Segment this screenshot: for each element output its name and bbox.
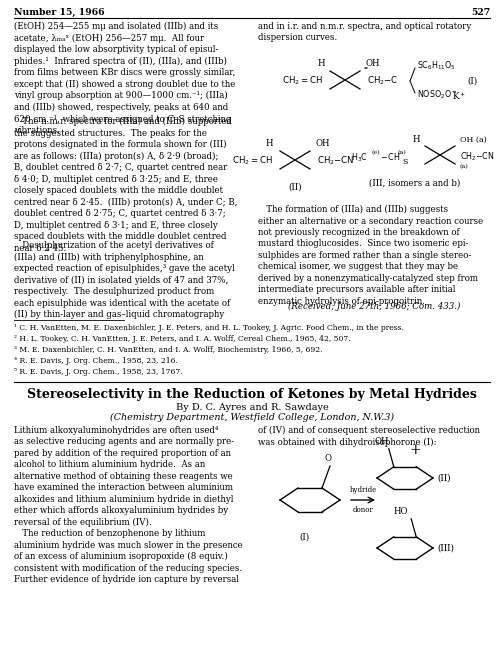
Text: $\mathrm{H_3C}$: $\mathrm{H_3C}$ <box>351 152 368 164</box>
Text: (Chemistry Department, Westfield College, London, N.W.3): (Chemistry Department, Westfield College… <box>110 413 394 422</box>
Text: $\mathrm{CH_2{=}CH}$: $\mathrm{CH_2{=}CH}$ <box>232 155 273 167</box>
Text: By D. C. Ayres and R. Sawdaye: By D. C. Ayres and R. Sawdaye <box>176 403 328 412</box>
Text: (I): (I) <box>468 77 478 86</box>
Text: Number 15, 1966: Number 15, 1966 <box>14 8 104 17</box>
Text: (III, isomers a and b): (III, isomers a and b) <box>370 179 460 187</box>
Text: H: H <box>266 140 273 149</box>
Text: (e): (e) <box>372 151 380 156</box>
Text: Stereoselectivity in the Reduction of Ketones by Metal Hydrides: Stereoselectivity in the Reduction of Ke… <box>27 388 477 401</box>
Text: of (IV) and of consequent stereoselective reduction
was obtained with dihydroiso: of (IV) and of consequent stereoselectiv… <box>258 426 480 447</box>
Text: ³ M. E. Daxenbichler, C. H. VanEtten, and I. A. Wolff, Biochemistry, 1966, 5, 69: ³ M. E. Daxenbichler, C. H. VanEtten, an… <box>14 346 322 354</box>
Text: (II): (II) <box>437 474 450 483</box>
Text: ⁴ R. E. Davis, J. Org. Chem., 1958, 23, 216.: ⁴ R. E. Davis, J. Org. Chem., 1958, 23, … <box>14 357 178 365</box>
Text: K$^+$: K$^+$ <box>452 90 466 102</box>
Text: and in i.r. and n.m.r. spectra, and optical rotatory
dispersion curves.: and in i.r. and n.m.r. spectra, and opti… <box>258 22 471 43</box>
Text: OH: OH <box>316 140 330 149</box>
Text: (EtOH) 254—255 mμ and isolated (IIIb) and its
acetate, λₘₐˣ (EtOH) 256—257 mμ.  : (EtOH) 254—255 mμ and isolated (IIIb) an… <box>14 22 235 135</box>
Text: ⁵ R. E. Davis, J. Org. Chem., 1958, 23, 1767.: ⁵ R. E. Davis, J. Org. Chem., 1958, 23, … <box>14 368 182 376</box>
Text: (a): (a) <box>398 151 407 156</box>
Text: ¹ C. H. VanEtten, M. E. Daxenbichler, J. E. Peters, and H. L. Tookey, J. Agric. : ¹ C. H. VanEtten, M. E. Daxenbichler, J.… <box>14 324 404 332</box>
Text: +: + <box>409 443 421 457</box>
Text: Desulphurization of the acetyl derivatives of
(IIIa) and (IIIb) with triphenylph: Desulphurization of the acetyl derivativ… <box>14 241 235 319</box>
Text: hydride: hydride <box>350 486 376 494</box>
Text: (a): (a) <box>460 164 469 170</box>
Text: HO: HO <box>394 507 408 515</box>
Text: O: O <box>324 454 332 463</box>
Text: H: H <box>318 60 325 69</box>
Text: (Received, June 27th, 1966; Com. 433.): (Received, June 27th, 1966; Com. 433.) <box>288 302 460 311</box>
Text: donor: donor <box>352 506 374 514</box>
Text: $\mathrm{CH_2{-}CN}$: $\mathrm{CH_2{-}CN}$ <box>460 151 494 163</box>
Text: (I): (I) <box>300 533 310 542</box>
Text: OH (a): OH (a) <box>460 136 487 144</box>
Text: $\mathrm{SC_6H_{11}O_5}$: $\mathrm{SC_6H_{11}O_5}$ <box>417 60 456 72</box>
Text: $\mathrm{CH_2{=}CH}$: $\mathrm{CH_2{=}CH}$ <box>282 75 323 87</box>
Text: $\mathrm{CH_2{-}CN}$: $\mathrm{CH_2{-}CN}$ <box>317 155 354 167</box>
Text: S: S <box>402 158 407 166</box>
Text: OH: OH <box>374 437 389 446</box>
Text: The formation of (IIIa) and (IIIb) suggests
either an alternative or a secondary: The formation of (IIIa) and (IIIb) sugge… <box>258 205 483 306</box>
Text: $\mathrm{NOSO_2O^-}$: $\mathrm{NOSO_2O^-}$ <box>417 88 458 102</box>
Text: (III): (III) <box>437 544 454 553</box>
Text: $\mathrm{CH_2{-}C}$: $\mathrm{CH_2{-}C}$ <box>367 75 398 87</box>
Text: 527: 527 <box>471 8 490 17</box>
Text: ² H. L. Tookey, C. H. VanEtten, J. E. Peters, and I. A. Wolff, Cereal Chem., 196: ² H. L. Tookey, C. H. VanEtten, J. E. Pe… <box>14 335 350 343</box>
Text: $\mathrm{-\,CH}$: $\mathrm{-\,CH}$ <box>380 151 400 162</box>
Text: H: H <box>412 136 420 145</box>
Text: The n.m.r. spectra for (IIIa) and (IIIb) supported
the suggested structures.  Th: The n.m.r. spectra for (IIIa) and (IIIb)… <box>14 117 237 253</box>
Text: (II): (II) <box>288 183 302 191</box>
Text: Lithium alkoxyaluminohydrides are often used⁴
as selective reducing agents and a: Lithium alkoxyaluminohydrides are often … <box>14 426 243 584</box>
Text: OH: OH <box>366 60 380 69</box>
